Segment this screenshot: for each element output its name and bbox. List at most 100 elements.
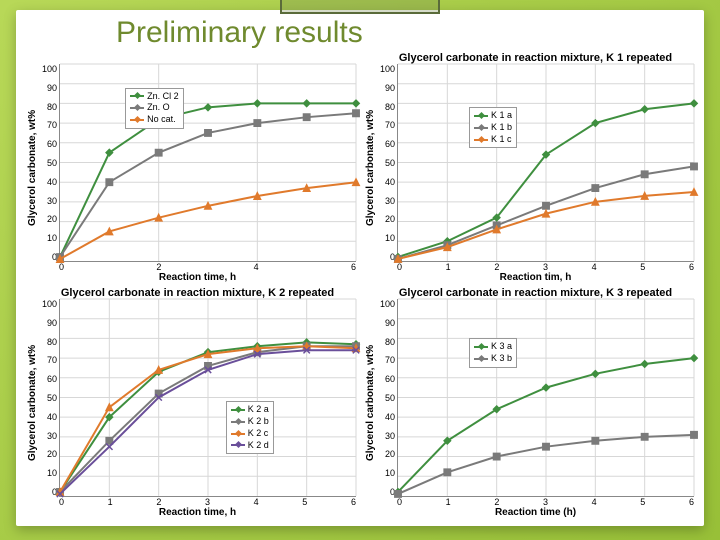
- y-tick-label: 30: [39, 431, 57, 441]
- chart-svg: [60, 299, 356, 496]
- chart-svg: [398, 299, 694, 496]
- y-tick-label: 50: [377, 393, 395, 403]
- x-tick-label: 2: [156, 497, 161, 507]
- y-tick-label: 40: [39, 177, 57, 187]
- y-tick-label: 10: [377, 233, 395, 243]
- series-marker: [543, 203, 549, 209]
- chart-main: Glycerol carbonate in reaction mixture, …: [377, 287, 694, 518]
- slide-title: Preliminary results: [26, 16, 694, 50]
- series-marker: [254, 193, 260, 199]
- plot-area: K 2 aK 2 bK 2 cK 2 d: [59, 299, 356, 497]
- x-tick-label: 3: [205, 497, 210, 507]
- x-tick-label: 5: [640, 497, 645, 507]
- legend-label: Zn. Cl 2: [147, 91, 179, 103]
- series-marker: [155, 214, 161, 220]
- chart-legend: Zn. Cl 2Zn. ONo cat.: [125, 88, 184, 129]
- x-tick-label: 4: [254, 497, 259, 507]
- legend-item: Zn. Cl 2: [130, 91, 179, 103]
- y-tick-label: 90: [39, 318, 57, 328]
- series-marker: [592, 199, 598, 205]
- legend-label: K 1 c: [491, 134, 512, 146]
- y-tick-label: 30: [377, 196, 395, 206]
- y-tick-label: 40: [377, 412, 395, 422]
- y-tick-label: 20: [377, 214, 395, 224]
- legend-swatch-icon: [474, 358, 488, 360]
- content-card: Preliminary results Glycerol carbonate, …: [16, 10, 704, 526]
- x-tick-label: 4: [254, 262, 259, 272]
- x-tick-label: 1: [446, 262, 451, 272]
- series-marker: [353, 100, 359, 106]
- series-marker: [303, 114, 309, 120]
- chart-svg: [60, 64, 356, 261]
- y-tick-label: 0: [377, 252, 395, 262]
- series-marker: [205, 203, 211, 209]
- legend-swatch-icon: [474, 115, 488, 117]
- x-tick-label: 5: [640, 262, 645, 272]
- legend-item: K 2 c: [231, 428, 269, 440]
- x-ticks: 0123456: [39, 497, 356, 507]
- series-marker: [493, 453, 499, 459]
- series-marker: [641, 361, 647, 367]
- y-ticks: 0102030405060708090100: [377, 299, 397, 497]
- x-tick-label: 1: [108, 497, 113, 507]
- y-tick-label: 80: [39, 337, 57, 347]
- plot-area: Zn. Cl 2Zn. ONo cat.: [59, 64, 356, 262]
- y-tick-label: 100: [39, 299, 57, 309]
- y-tick-label: 90: [377, 83, 395, 93]
- x-tick-label: 4: [592, 497, 597, 507]
- x-tick-label: 2: [156, 262, 161, 272]
- x-tick-label: 1: [446, 497, 451, 507]
- series-marker: [691, 163, 697, 169]
- legend-item: K 1 a: [474, 110, 512, 122]
- y-tick-label: 90: [377, 318, 395, 328]
- series-marker: [353, 110, 359, 116]
- series-marker: [543, 444, 549, 450]
- charts-grid: Glycerol carbonate, wt%01020304050607080…: [26, 52, 694, 518]
- y-tick-label: 60: [39, 374, 57, 384]
- series-marker: [254, 120, 260, 126]
- series-marker: [543, 385, 549, 391]
- series-marker: [303, 100, 309, 106]
- legend-swatch-icon: [474, 346, 488, 348]
- y-tick-label: 50: [39, 393, 57, 403]
- chart-title: [39, 52, 356, 64]
- y-tick-label: 40: [377, 177, 395, 187]
- y-tick-label: 70: [39, 120, 57, 130]
- legend-label: K 2 c: [248, 428, 269, 440]
- x-tick-label: 2: [494, 497, 499, 507]
- chart-k1: Glycerol carbonate, wt%Glycerol carbonat…: [364, 52, 694, 283]
- series-marker: [592, 185, 598, 191]
- y-tick-label: 100: [377, 64, 395, 74]
- legend-swatch-icon: [130, 107, 144, 109]
- y-tick-label: 30: [377, 431, 395, 441]
- y-tick-label: 0: [39, 252, 57, 262]
- series-marker: [641, 434, 647, 440]
- x-tick-label: 0: [59, 497, 64, 507]
- y-tick-label: 60: [377, 139, 395, 149]
- series-marker: [254, 100, 260, 106]
- x-axis-label: Reaction time, h: [39, 272, 356, 283]
- legend-label: K 3 b: [491, 353, 512, 365]
- x-axis-label: Reaction tim, h: [377, 272, 694, 283]
- legend-label: K 1 b: [491, 122, 512, 134]
- chart-main: 0102030405060708090100Zn. Cl 2Zn. ONo ca…: [39, 52, 356, 283]
- y-tick-label: 50: [377, 158, 395, 168]
- x-tick-label: 5: [302, 497, 307, 507]
- x-ticks: 0123456: [377, 262, 694, 272]
- legend-swatch-icon: [231, 433, 245, 435]
- y-tick-label: 70: [39, 355, 57, 365]
- legend-swatch-icon: [130, 95, 144, 97]
- series-marker: [205, 130, 211, 136]
- series-marker: [691, 100, 697, 106]
- y-tick-label: 100: [377, 299, 395, 309]
- y-tick-label: 30: [39, 196, 57, 206]
- y-tick-label: 90: [39, 83, 57, 93]
- series-marker: [691, 189, 697, 195]
- x-tick-label: 0: [59, 262, 64, 272]
- series-marker: [543, 211, 549, 217]
- legend-label: K 1 a: [491, 110, 512, 122]
- legend-label: K 3 a: [491, 341, 512, 353]
- series-marker: [353, 179, 359, 185]
- legend-item: K 1 b: [474, 122, 512, 134]
- y-tick-label: 20: [377, 449, 395, 459]
